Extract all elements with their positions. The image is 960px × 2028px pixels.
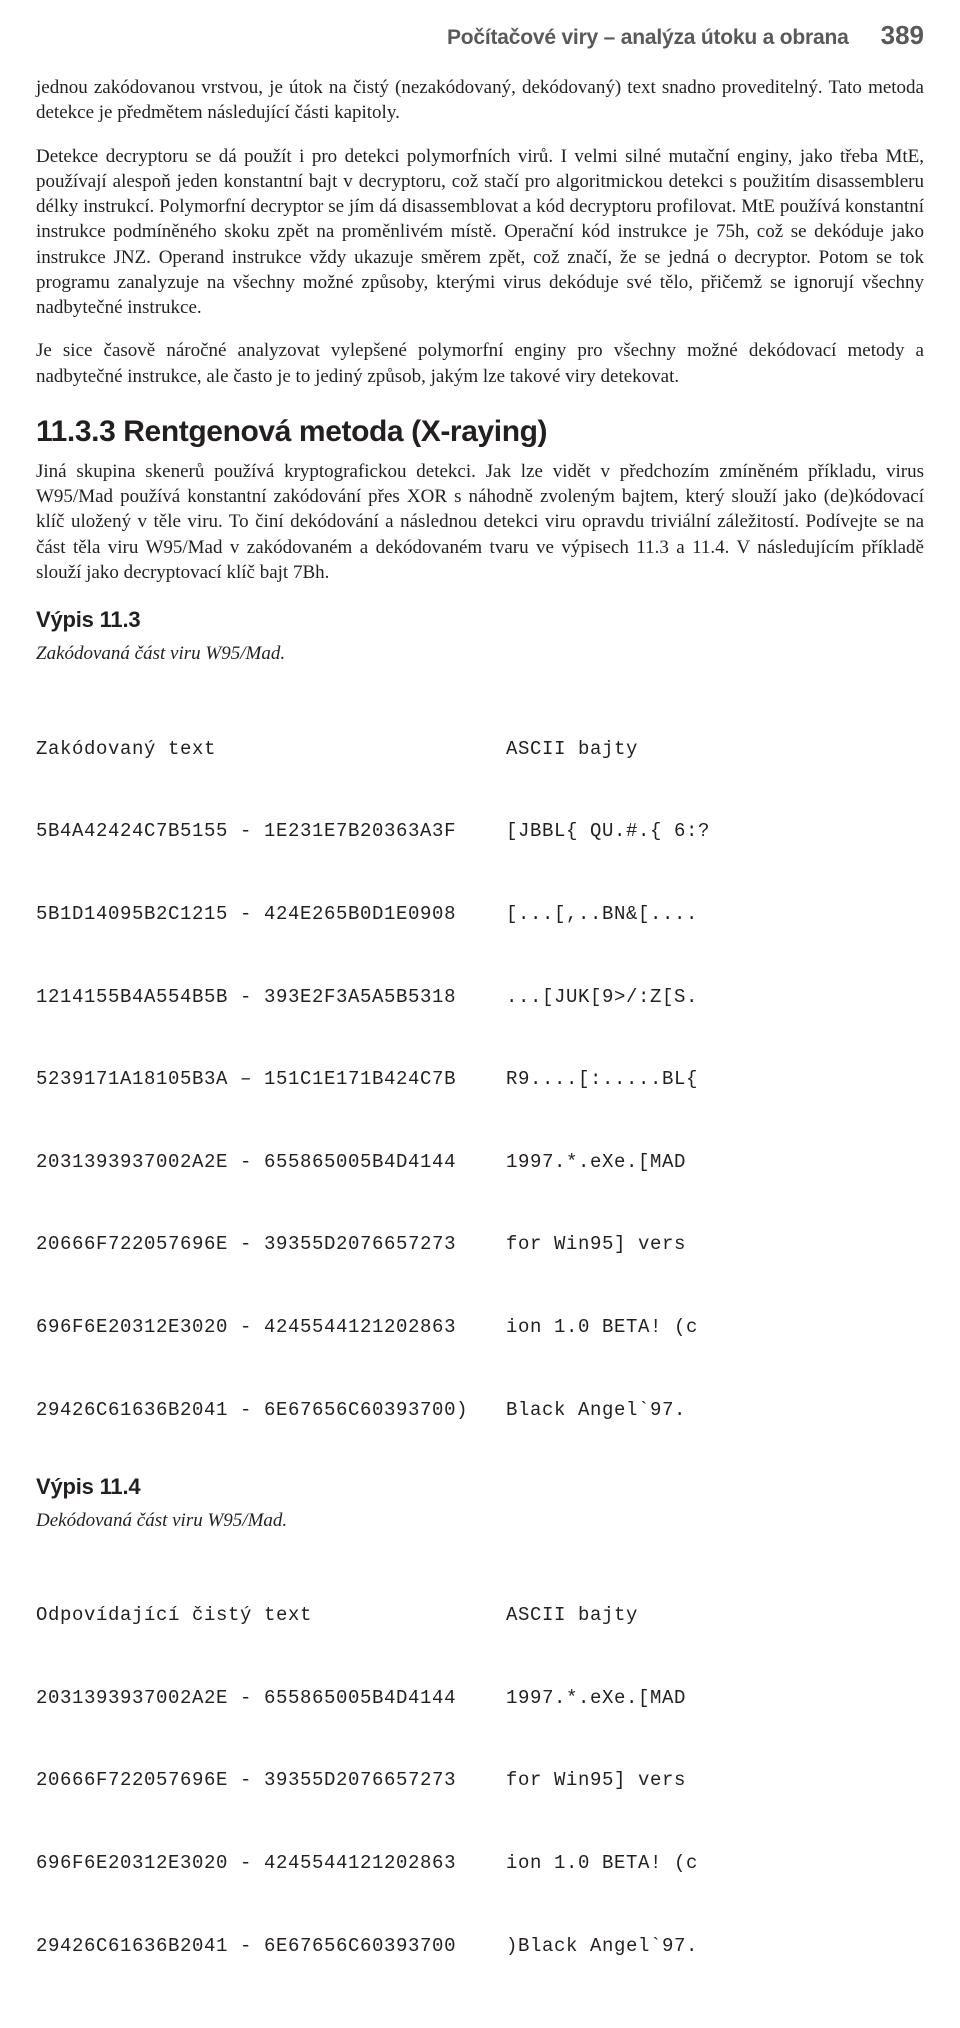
- code-row: 20666F722057696E - 39355D2076657273 for …: [36, 1767, 924, 1795]
- code-row: 696F6E20312E3020 - 4245544121202863 ion …: [36, 1850, 924, 1878]
- code-cell-hex: 5B1D14095B2C1215 - 424E265B0D1E0908: [36, 901, 506, 929]
- code-cell-hex: 29426C61636B2041 - 6E67656C60393700): [36, 1397, 506, 1425]
- code-cell-ascii: [JBBL{ QU.#.{ 6:?: [506, 818, 924, 846]
- code-row: 2031393937002A2E - 655865005B4D4144 1997…: [36, 1685, 924, 1713]
- code-header-right: ASCII bajty: [506, 1602, 924, 1630]
- code-row: 20666F722057696E - 39355D2076657273 for …: [36, 1231, 924, 1259]
- code-cell-hex: 20666F722057696E - 39355D2076657273: [36, 1767, 506, 1795]
- code-cell-ascii: [...[,..BN&[....: [506, 901, 924, 929]
- code-cell-ascii: for Win95] vers: [506, 1231, 924, 1259]
- code-header-row: Zakódovaný text ASCII bajty: [36, 736, 924, 764]
- book-title: Počítačové viry – analýza útoku a obrana: [447, 26, 849, 49]
- code-cell-hex: 5B4A42424C7B5155 - 1E231E7B20363A3F: [36, 818, 506, 846]
- code-row: 1214155B4A554B5B - 393E2F3A5A5B5318 ...[…: [36, 984, 924, 1012]
- code-cell-hex: 5239171A18105B3A – 151C1E171B424C7B: [36, 1066, 506, 1094]
- code-header-left: Zakódovaný text: [36, 736, 506, 764]
- code-cell-ascii: Black Angel`97.: [506, 1397, 924, 1425]
- page-header: Počítačové viry – analýza útoku a obrana…: [36, 20, 924, 51]
- code-cell-ascii: for Win95] vers: [506, 1767, 924, 1795]
- code-row: 696F6E20312E3020 - 4245544121202863 ion …: [36, 1314, 924, 1342]
- code-cell-ascii: 1997.*.eXe.[MAD: [506, 1149, 924, 1177]
- code-row: 29426C61636B2041 - 6E67656C60393700) Bla…: [36, 1397, 924, 1425]
- code-cell-hex: 696F6E20312E3020 - 4245544121202863: [36, 1314, 506, 1342]
- body-paragraph: Jiná skupina skenerů používá kryptografi…: [36, 459, 924, 585]
- body-paragraph: Detekce decryptoru se dá použít i pro de…: [36, 144, 924, 321]
- code-cell-hex: 2031393937002A2E - 655865005B4D4144: [36, 1685, 506, 1713]
- code-cell-hex: 1214155B4A554B5B - 393E2F3A5A5B5318: [36, 984, 506, 1012]
- code-header-right: ASCII bajty: [506, 736, 924, 764]
- code-cell-ascii: 1997.*.eXe.[MAD: [506, 1685, 924, 1713]
- code-cell-ascii: ...[JUK[9>/:Z[S.: [506, 984, 924, 1012]
- code-header-row: Odpovídající čistý text ASCII bajty: [36, 1602, 924, 1630]
- code-row: 5239171A18105B3A – 151C1E171B424C7B R9..…: [36, 1066, 924, 1094]
- body-paragraph: jednou zakódovanou vrstvou, je útok na č…: [36, 75, 924, 126]
- section-heading: 11.3.3 Rentgenová metoda (X-raying): [36, 415, 924, 449]
- code-row: 2031393937002A2E - 655865005B4D4144 1997…: [36, 1149, 924, 1177]
- code-cell-ascii: ion 1.0 BETA! (c: [506, 1314, 924, 1342]
- body-paragraph: Je sice časově náročné analyzovat vylepš…: [36, 338, 924, 389]
- code-cell-hex: 696F6E20312E3020 - 4245544121202863: [36, 1850, 506, 1878]
- listing-title: Výpis 11.4: [36, 1474, 924, 1500]
- code-cell-hex: 29426C61636B2041 - 6E67656C60393700: [36, 1933, 506, 1961]
- listing-title: Výpis 11.3: [36, 607, 924, 633]
- code-row: 29426C61636B2041 - 6E67656C60393700 )Bla…: [36, 1933, 924, 1961]
- code-cell-ascii: )Black Angel`97.: [506, 1933, 924, 1961]
- code-cell-ascii: R9....[:.....BL{: [506, 1066, 924, 1094]
- listing-caption: Dekódovaná část viru W95/Mad.: [36, 1508, 924, 1533]
- code-cell-hex: 2031393937002A2E - 655865005B4D4144: [36, 1149, 506, 1177]
- code-row: 5B4A42424C7B5155 - 1E231E7B20363A3F [JBB…: [36, 818, 924, 846]
- code-listing: Zakódovaný text ASCII bajty 5B4A42424C7B…: [36, 681, 924, 1452]
- code-listing: Odpovídající čistý text ASCII bajty 2031…: [36, 1547, 924, 1988]
- code-row: 5B1D14095B2C1215 - 424E265B0D1E0908 [...…: [36, 901, 924, 929]
- listing-caption: Zakódovaná část viru W95/Mad.: [36, 641, 924, 666]
- code-cell-hex: 20666F722057696E - 39355D2076657273: [36, 1231, 506, 1259]
- code-header-left: Odpovídající čistý text: [36, 1602, 506, 1630]
- page-number: 389: [881, 20, 924, 50]
- code-cell-ascii: ion 1.0 BETA! (c: [506, 1850, 924, 1878]
